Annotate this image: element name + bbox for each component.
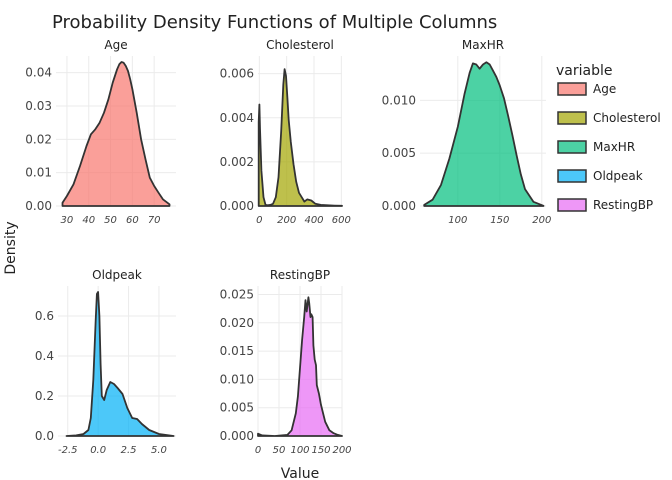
legend-label-age: Age bbox=[593, 82, 616, 96]
y-tick-label: 0.000 bbox=[382, 199, 416, 213]
legend-swatch-maxhr bbox=[557, 140, 587, 154]
x-tick-label: 50 bbox=[273, 445, 286, 456]
x-tick-label: 50 bbox=[104, 215, 117, 226]
gridlines-cholesterol bbox=[258, 56, 342, 207]
density-area-oldpeak bbox=[65, 291, 175, 437]
y-tick-label: 0.000 bbox=[220, 429, 254, 443]
y-tick-label: 0.006 bbox=[220, 67, 254, 81]
facet-title-cholesterol: Cholesterol bbox=[266, 38, 334, 52]
density-area-cholesterol bbox=[257, 68, 343, 207]
x-tick-label: 200 bbox=[277, 215, 296, 226]
x-tick-label: 0.0 bbox=[90, 445, 106, 456]
legend-item-oldpeak: Oldpeak bbox=[557, 169, 643, 183]
x-tick-label: 100 bbox=[448, 215, 467, 226]
y-tick-label: 0.6 bbox=[35, 309, 54, 323]
chart-title: Probability Density Functions of Multipl… bbox=[52, 12, 497, 33]
y-tick-label: 0.2 bbox=[35, 389, 54, 403]
y-tick-label: 0.04 bbox=[25, 66, 52, 80]
density-area-age bbox=[61, 61, 171, 207]
facet-oldpeak: Oldpeak 0.0 0.2 0.4 0.6 -2.5 0.0 2.5 5.0 bbox=[35, 268, 176, 456]
x-tick-label: 400 bbox=[304, 215, 323, 226]
legend-label-restingbp: RestingBP bbox=[593, 198, 653, 212]
legend-swatch-cholesterol bbox=[557, 111, 587, 125]
legend-item-age: Age bbox=[557, 82, 616, 96]
x-axis-title: Value bbox=[281, 466, 319, 480]
legend: variable Age Cholesterol MaxHR Oldpeak Resti… bbox=[556, 63, 661, 212]
legend-swatch-oldpeak bbox=[557, 169, 587, 183]
x-tick-label: 60 bbox=[126, 215, 139, 226]
x-tick-label: 2.5 bbox=[121, 445, 137, 456]
x-tick-label: 100 bbox=[290, 445, 309, 456]
legend-label-cholesterol: Cholesterol bbox=[593, 111, 661, 125]
facet-title-maxhr: MaxHR bbox=[462, 38, 504, 52]
y-tick-label: 0.01 bbox=[25, 166, 52, 180]
x-tick-label: 5.0 bbox=[151, 445, 167, 456]
legend-swatch-restingbp bbox=[557, 198, 587, 212]
x-tick-label: 30 bbox=[61, 215, 74, 226]
y-axis-title: Density bbox=[3, 221, 19, 274]
facet-maxhr: MaxHR 0.000 0.005 0.010 100 150 200 bbox=[382, 38, 552, 226]
y-tick-label: 0.010 bbox=[382, 93, 416, 107]
legend-title: variable bbox=[556, 63, 612, 79]
x-tick-label: 0 bbox=[256, 215, 262, 226]
y-tick-label: 0.4 bbox=[35, 349, 54, 363]
y-tick-label: 0.004 bbox=[220, 111, 254, 125]
x-tick-label: 200 bbox=[332, 445, 351, 456]
legend-item-maxhr: MaxHR bbox=[557, 140, 635, 154]
y-tick-label: 0.005 bbox=[220, 401, 254, 415]
legend-label-oldpeak: Oldpeak bbox=[593, 169, 643, 183]
facet-title-restingbp: RestingBP bbox=[270, 268, 330, 282]
legend-swatch-age bbox=[557, 82, 587, 96]
facet-title-oldpeak: Oldpeak bbox=[92, 268, 142, 282]
x-tick-label: 150 bbox=[490, 215, 509, 226]
y-tick-label: 0.000 bbox=[220, 199, 254, 213]
y-tick-label: 0.025 bbox=[220, 287, 254, 301]
y-tick-label: 0.020 bbox=[220, 316, 254, 330]
facet-cholesterol: Cholesterol 0.000 0.002 0.004 0.006 0 200 400 60… bbox=[220, 38, 351, 226]
x-tick-label: 150 bbox=[311, 445, 330, 456]
y-tick-label: 0.010 bbox=[220, 372, 254, 386]
x-tick-label: -2.5 bbox=[58, 445, 78, 456]
facet-age: Age 0.00 0.01 0.02 0.03 0.04 30 40 50 60 70 bbox=[25, 38, 176, 226]
x-tick-label: 70 bbox=[148, 215, 161, 226]
y-tick-label: 0.02 bbox=[25, 132, 52, 146]
density-area-maxhr bbox=[423, 61, 545, 207]
y-tick-label: 0.002 bbox=[220, 155, 254, 169]
y-tick-label: 0.03 bbox=[25, 99, 52, 113]
y-tick-label: 0.0 bbox=[35, 429, 54, 443]
x-tick-label: 600 bbox=[332, 215, 351, 226]
legend-item-restingbp: RestingBP bbox=[557, 198, 653, 212]
x-tick-label: 40 bbox=[82, 215, 95, 226]
x-tick-label: 0 bbox=[255, 445, 261, 456]
legend-item-cholesterol: Cholesterol bbox=[557, 111, 661, 125]
y-tick-label: 0.005 bbox=[382, 146, 416, 160]
facet-restingbp: RestingBP 0.000 0.005 0.010 0.015 0.020 0.025 0… bbox=[220, 268, 352, 456]
legend-label-maxhr: MaxHR bbox=[593, 140, 635, 154]
y-tick-label: 0.015 bbox=[220, 344, 254, 358]
density-area-restingbp bbox=[257, 296, 343, 437]
y-tick-label: 0.00 bbox=[25, 199, 52, 213]
x-tick-label: 200 bbox=[532, 215, 551, 226]
facet-title-age: Age bbox=[104, 38, 127, 52]
